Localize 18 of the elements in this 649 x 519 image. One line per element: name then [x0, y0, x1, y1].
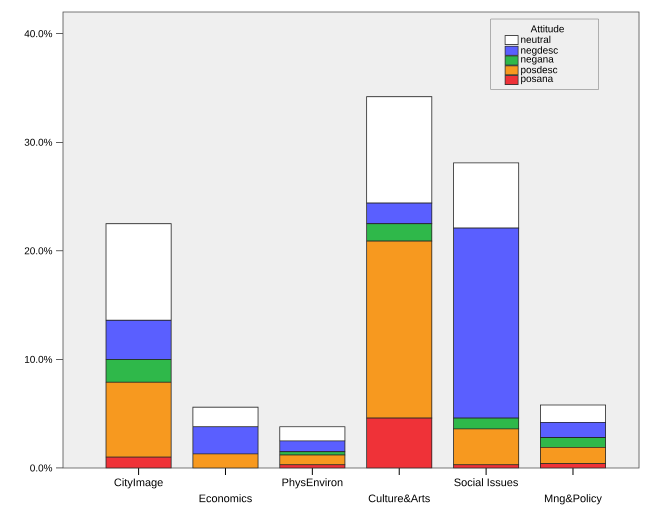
y-tick-label: 40.0% — [24, 30, 52, 38]
x-tick-label: Mng&Policy — [544, 494, 602, 504]
x-tick-label: CityImage — [114, 478, 163, 488]
legend-title: Attitude — [530, 25, 564, 32]
legend-label: posdesc — [521, 66, 558, 76]
y-tick-label: 30.0% — [24, 138, 52, 146]
x-tick-label: Social Issues — [454, 478, 518, 486]
legend-label: neutral — [521, 36, 550, 44]
x-tick-label: Culture&Arts — [368, 494, 430, 502]
y-tick-label: 0.0% — [30, 464, 52, 472]
legend-label: negana — [521, 57, 554, 65]
y-tick-label: 20.0% — [24, 247, 52, 254]
y-tick-label: 10.0% — [25, 356, 52, 363]
bar — [279, 454, 346, 466]
x-tick-label: Economics — [200, 494, 252, 502]
x-tick-label: PhysEnviron — [282, 478, 342, 488]
legend-label: negdesc — [521, 46, 558, 56]
legend-label: posana — [521, 76, 554, 84]
